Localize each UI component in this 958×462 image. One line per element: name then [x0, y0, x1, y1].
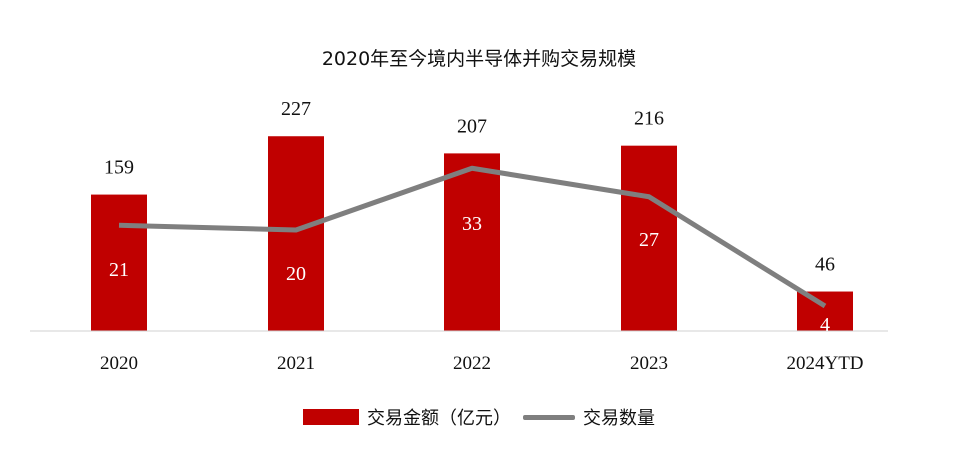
legend-swatch-line	[523, 414, 575, 420]
count-value-label-2023: 27	[639, 229, 659, 251]
x-tick-2023: 2023	[630, 353, 668, 374]
bar-value-label-2020: 159	[104, 157, 134, 179]
bar-2021	[268, 136, 324, 331]
legend-label-amount: 交易金额（亿元）	[367, 408, 511, 429]
count-line	[118, 165, 827, 309]
x-tick-2021: 2021	[277, 353, 315, 374]
bar-value-label-2024YTD: 46	[815, 254, 835, 276]
legend: 交易金额（亿元） 交易数量	[0, 404, 958, 430]
chart-title: 2020年至今境内半导体并购交易规模	[321, 48, 637, 70]
bar-2020	[91, 194, 147, 331]
count-value-label-2024YTD: 4	[820, 314, 830, 336]
count-value-label-2020: 21	[109, 259, 129, 281]
x-tick-2024YTD: 2024YTD	[786, 353, 863, 374]
legend-swatch-bar	[303, 409, 359, 425]
count-value-label-2021: 20	[286, 263, 306, 285]
bar-2022	[444, 153, 500, 331]
bar-value-label-2021: 227	[281, 98, 311, 120]
legend-item-amount[interactable]: 交易金额（亿元）	[303, 404, 511, 430]
count-value-label-2022: 33	[462, 213, 482, 235]
legend-item-count[interactable]: 交易数量	[523, 404, 655, 430]
bar-value-label-2022: 207	[457, 115, 487, 137]
legend-label-count: 交易数量	[583, 408, 655, 429]
bar-2023	[621, 145, 677, 331]
bar-2024YTD	[797, 291, 853, 331]
bar-value-label-2023: 216	[634, 108, 664, 130]
x-tick-2020: 2020	[100, 353, 138, 374]
x-tick-2022: 2022	[453, 353, 491, 374]
